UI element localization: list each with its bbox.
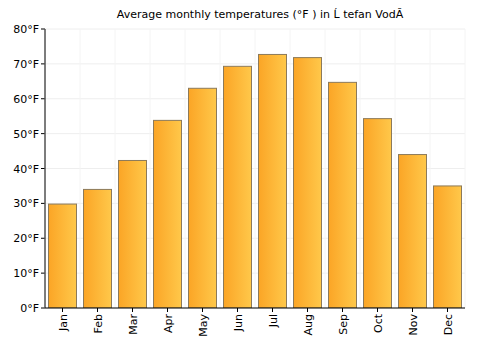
tick-mark: [41, 203, 45, 204]
tick-mark: [41, 133, 45, 134]
tick-mark: [41, 63, 45, 64]
bar: [154, 120, 182, 308]
vertical-grid-line: [290, 29, 291, 308]
tick-mark: [41, 168, 45, 169]
bar: [119, 160, 147, 308]
x-tick-label: Apr: [162, 314, 175, 334]
x-tick-label: Feb: [92, 314, 105, 333]
vertical-grid-line: [430, 29, 431, 308]
chart-svg: Average monthly temperatures (°F ) in Ĺ …: [0, 0, 500, 350]
vertical-grid-line: [150, 29, 151, 308]
y-tick-label: 20°F: [13, 232, 39, 245]
x-axis: [45, 308, 465, 309]
x-tick-mark: [97, 308, 98, 312]
y-tick-label: 40°F: [13, 163, 39, 176]
tick-mark: [41, 98, 45, 99]
x-tick-mark: [447, 308, 448, 312]
x-tick-mark: [272, 308, 273, 312]
vertical-grid-line: [220, 29, 221, 308]
x-tick-mark: [412, 308, 413, 312]
x-tick-mark: [237, 308, 238, 312]
bar: [189, 88, 217, 308]
vertical-grid-line: [185, 29, 186, 308]
tick-mark: [41, 238, 45, 239]
x-tick-mark: [202, 308, 203, 312]
vertical-grid-line: [395, 29, 396, 308]
tick-mark: [41, 29, 45, 30]
x-tick-label: Dec: [442, 314, 455, 335]
x-tick-label: Jan: [57, 314, 70, 332]
x-tick-mark: [342, 308, 343, 312]
grid-line: [45, 308, 465, 309]
bars: [49, 54, 462, 308]
title: Average monthly temperatures (°F ) in Ĺ …: [117, 8, 404, 21]
bar: [84, 189, 112, 308]
vertical-grid-line: [325, 29, 326, 308]
vertical-grid-line: [465, 29, 466, 308]
vertical-grid-line: [115, 29, 116, 308]
x-tick-label: Nov: [407, 314, 420, 336]
vertical-grid-line: [45, 29, 46, 308]
bar: [329, 82, 357, 308]
x-tick-label: Jun: [232, 314, 245, 332]
x-tick-mark: [377, 308, 378, 312]
y-tick-label: 70°F: [13, 58, 39, 71]
bar: [49, 204, 77, 308]
bar: [364, 119, 392, 308]
bar: [259, 54, 287, 308]
bar: [224, 66, 252, 308]
x-tick-label: May: [197, 314, 210, 337]
bar: [294, 58, 322, 308]
y-tick-label: 80°F: [13, 23, 39, 36]
x-tick-label: Aug: [302, 314, 315, 335]
vertical-grid-line: [80, 29, 81, 308]
chart-container: Average monthly temperatures (°F ) in Ĺ …: [0, 0, 500, 350]
x-tick-label: Mar: [127, 314, 140, 335]
y-tick-label: 0°F: [20, 302, 39, 315]
x-tick-label: Jul: [267, 314, 280, 328]
vertical-grid-line: [360, 29, 361, 308]
x-tick-label: Sep: [337, 314, 350, 335]
tick-mark: [41, 308, 45, 309]
y-tick-label: 50°F: [13, 128, 39, 141]
x-tick-mark: [167, 308, 168, 312]
vertical-grid-line: [255, 29, 256, 308]
bar: [434, 186, 462, 308]
x-tick-mark: [307, 308, 308, 312]
x-tick-mark: [132, 308, 133, 312]
y-axis: [45, 29, 46, 308]
x-tick-mark: [62, 308, 63, 312]
bar: [399, 155, 427, 308]
y-tick-label: 10°F: [13, 267, 39, 280]
tick-mark: [41, 273, 45, 274]
x-tick-label: Oct: [372, 313, 385, 333]
y-tick-label: 60°F: [13, 93, 39, 106]
y-tick-label: 30°F: [13, 197, 39, 210]
